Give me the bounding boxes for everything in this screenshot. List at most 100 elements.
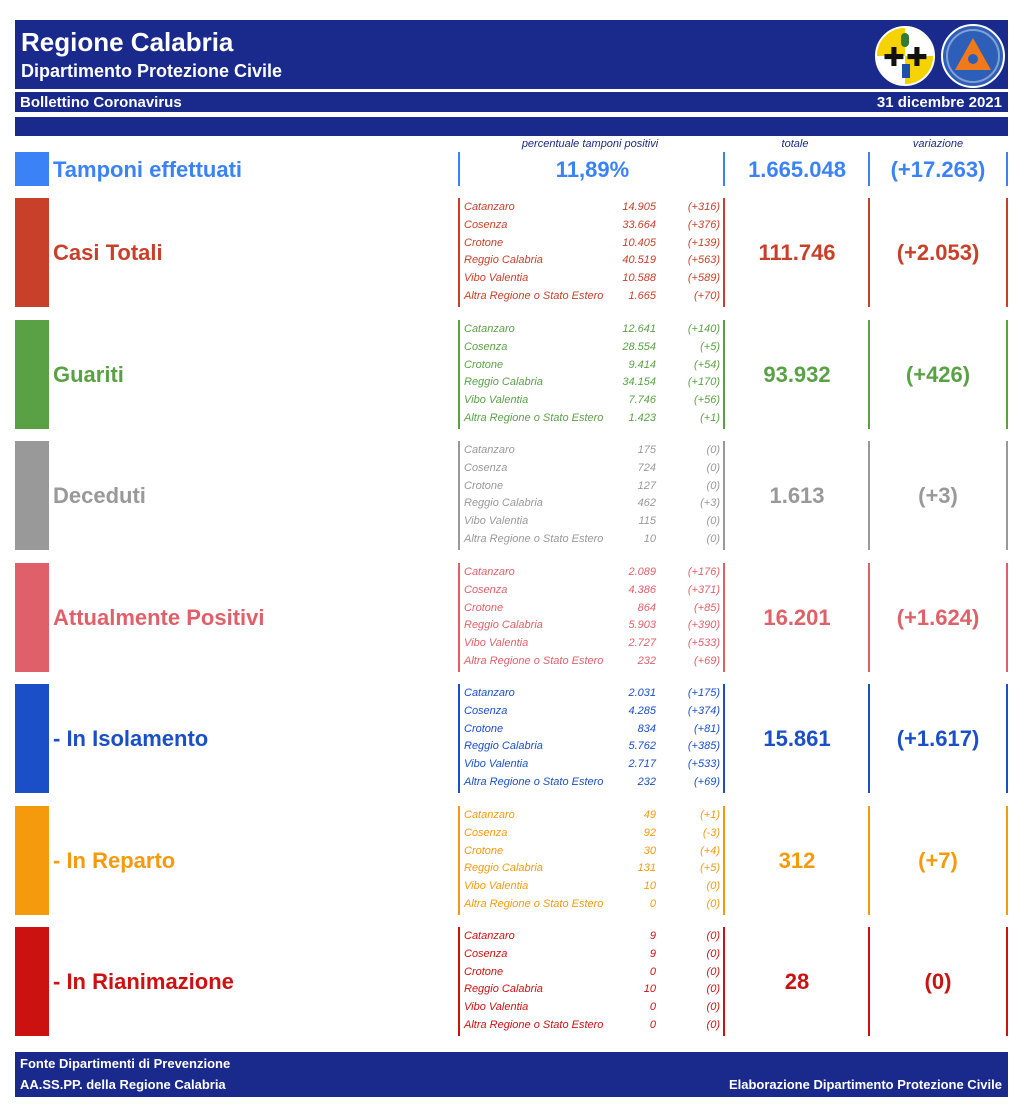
province-name: Reggio Calabria [464, 740, 543, 753]
province-value: 10 [643, 983, 656, 996]
province-delta: (+54) [694, 358, 720, 371]
province-line: Cosenza 4.285 (+374) [464, 705, 732, 723]
province-value: 7.746 [628, 394, 656, 407]
province-delta: (+69) [694, 655, 720, 667]
section-divider-1 [458, 441, 460, 550]
tamponi-swatch [15, 152, 49, 186]
section-divider-4 [1006, 806, 1008, 915]
section-divider-4 [1006, 927, 1008, 1036]
bulletin-title: Bollettino Coronavirus [20, 94, 182, 111]
tamponi-row: Tamponi effettuati 11,89% 1.665.048 (+17… [15, 152, 1008, 188]
province-name: Reggio Calabria [464, 619, 543, 632]
section-divider-2 [723, 198, 725, 307]
section-variation: (0) [924, 969, 952, 994]
province-delta: (+170) [687, 376, 720, 389]
tamponi-percent: 11,89% [555, 157, 630, 182]
province-value: 30 [643, 844, 656, 857]
province-line: Vibo Valentia 2.717 (+533) [464, 758, 732, 776]
province-name: Reggio Calabria [464, 497, 543, 510]
province-name: Crotone [464, 236, 504, 249]
province-line: Catanzaro 12.641 (+140) [464, 323, 732, 341]
province-delta: (+533) [687, 637, 720, 650]
province-name: Altra Regione o Stato Estero [464, 776, 604, 788]
section-label: Casi Totali [53, 240, 163, 265]
province-value: 5.762 [628, 740, 656, 753]
province-delta: (+371) [687, 583, 720, 596]
section-variation: (+426) [905, 362, 971, 387]
province-delta: (0) [706, 947, 720, 960]
section-divider-1 [458, 198, 460, 307]
province-delta: (0) [706, 1001, 720, 1014]
province-value: 175 [637, 444, 656, 456]
province-line: Reggio Calabria 462 (+3) [464, 497, 732, 515]
section-variation: (+3) [918, 483, 958, 508]
section-divider-3 [868, 684, 870, 793]
province-value: 1.665 [628, 290, 656, 302]
province-line: Reggio Calabria 10 (0) [464, 983, 732, 1001]
section-divider-4 [1006, 563, 1008, 672]
province-line: Cosenza 33.664 (+376) [464, 219, 732, 237]
province-line: Altra Regione o Stato Estero 1.665 (+70) [464, 290, 732, 308]
province-line: Reggio Calabria 131 (+5) [464, 862, 732, 880]
section-swatch [15, 441, 49, 550]
province-delta: (+5) [700, 340, 720, 353]
province-name: Vibo Valentia [464, 515, 529, 528]
section-divider-3 [868, 806, 870, 915]
province-delta: (+589) [687, 272, 720, 285]
province-line: Crotone 834 (+81) [464, 723, 732, 741]
province-line: Vibo Valentia 2.727 (+533) [464, 637, 732, 655]
section-row: - In Rianimazione Catanzaro 9 (0) Cosenza 9 (0… [15, 927, 1008, 1036]
province-value: 4.285 [628, 704, 656, 717]
province-delta: (+70) [694, 290, 720, 302]
section-divider-1 [458, 684, 460, 793]
province-line: Vibo Valentia 7.746 (+56) [464, 394, 732, 412]
province-value: 12.641 [622, 323, 656, 335]
province-line: Altra Regione o Stato Estero 1.423 (+1) [464, 412, 732, 430]
province-name: Crotone [464, 965, 504, 978]
province-delta: (+175) [687, 687, 720, 699]
province-line: Vibo Valentia 10 (0) [464, 880, 732, 898]
province-delta: (0) [706, 898, 720, 910]
section-label: - In Rianimazione [53, 969, 234, 994]
section-swatch [15, 563, 49, 672]
section-divider-4 [1006, 684, 1008, 793]
province-name: Altra Regione o Stato Estero [464, 290, 604, 302]
province-delta: (-3) [702, 826, 720, 839]
section-swatch [15, 320, 49, 429]
province-name: Altra Regione o Stato Estero [464, 1019, 604, 1031]
province-line: Vibo Valentia 115 (0) [464, 515, 732, 533]
province-value: 49 [643, 809, 656, 821]
province-value: 9 [649, 947, 656, 960]
province-line: Cosenza 92 (-3) [464, 827, 732, 845]
province-name: Altra Regione o Stato Estero [464, 655, 604, 667]
section-divider-3 [868, 927, 870, 1036]
section-label: - In Isolamento [53, 726, 209, 751]
province-value: 2.727 [628, 637, 656, 650]
section-divider-4 [1006, 198, 1008, 307]
province-line: Catanzaro 14.905 (+316) [464, 201, 732, 219]
region-title: Regione Calabria [21, 27, 234, 57]
province-value: 10.588 [622, 272, 656, 285]
footer-banner: Fonte Dipartimenti di Prevenzione AA.SS.… [15, 1052, 1008, 1097]
province-name: Crotone [464, 601, 504, 614]
province-line: Crotone 30 (+4) [464, 845, 732, 863]
province-name: Reggio Calabria [464, 254, 543, 267]
section-variation: (+7) [918, 848, 958, 873]
province-value: 2.031 [628, 687, 656, 699]
province-value: 2.717 [628, 758, 656, 771]
province-name: Vibo Valentia [464, 1001, 529, 1014]
province-line: Altra Regione o Stato Estero 10 (0) [464, 533, 732, 551]
province-name: Crotone [464, 722, 504, 735]
province-value: 10.405 [622, 236, 656, 249]
section-row: - In Reparto Catanzaro 49 (+1) Cosenza 92 (-3)… [15, 806, 1008, 915]
province-line: Crotone 127 (0) [464, 480, 732, 498]
section-label: Guariti [53, 362, 124, 387]
section-divider-4 [1006, 441, 1008, 550]
province-name: Catanzaro [464, 930, 515, 942]
section-label: Deceduti [53, 483, 146, 508]
column-heading-percent: percentuale tamponi positivi [521, 138, 659, 150]
tamponi-divider-3 [868, 152, 870, 186]
province-value: 33.664 [622, 218, 656, 231]
province-delta: (+374) [687, 704, 720, 717]
province-value: 127 [637, 479, 656, 492]
